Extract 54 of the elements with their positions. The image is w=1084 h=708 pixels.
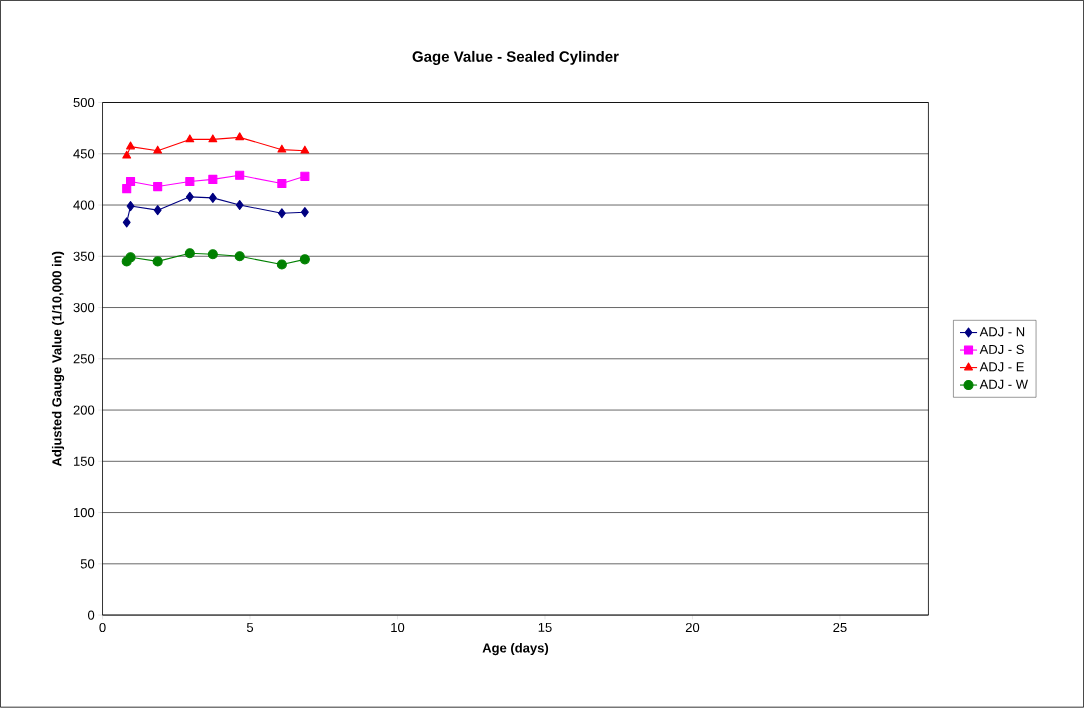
x-axis-title: Age (days) bbox=[482, 643, 549, 656]
x-tick-label: 0 bbox=[99, 623, 106, 633]
y-tick-label: 450 bbox=[73, 149, 95, 159]
point bbox=[235, 132, 245, 141]
legend-label: ADJ - E bbox=[979, 362, 1024, 372]
legend-label: ADJ - S bbox=[979, 344, 1024, 355]
point bbox=[126, 201, 135, 212]
point bbox=[300, 207, 309, 218]
x-tick-label: 15 bbox=[538, 623, 552, 633]
y-tick-label: 400 bbox=[73, 200, 95, 210]
point bbox=[185, 191, 194, 203]
point bbox=[208, 175, 218, 185]
x-tick-label: 10 bbox=[391, 623, 405, 633]
point bbox=[122, 150, 132, 159]
point bbox=[235, 170, 245, 181]
point bbox=[153, 145, 163, 154]
point bbox=[208, 134, 218, 143]
y-tick-label: 350 bbox=[73, 251, 95, 262]
y-tick-label: 250 bbox=[73, 354, 95, 364]
point bbox=[300, 171, 310, 182]
y-tick-label: 50 bbox=[80, 559, 95, 569]
point bbox=[277, 208, 286, 219]
point bbox=[185, 177, 195, 187]
y-tick-label: 100 bbox=[73, 508, 95, 518]
point bbox=[277, 144, 287, 153]
point bbox=[153, 205, 162, 216]
legend-label: ADJ - W bbox=[979, 380, 1028, 390]
y-tick-label: 500 bbox=[73, 98, 95, 108]
point bbox=[152, 256, 163, 267]
x-tick-label: 20 bbox=[685, 623, 700, 633]
point bbox=[153, 182, 163, 192]
point bbox=[299, 254, 310, 265]
point bbox=[235, 200, 244, 211]
y-tick-label: 200 bbox=[73, 405, 95, 415]
point bbox=[234, 251, 245, 262]
y-tick-label: 0 bbox=[87, 610, 95, 620]
point bbox=[184, 248, 195, 259]
point bbox=[208, 193, 217, 204]
point bbox=[125, 252, 136, 263]
point bbox=[207, 249, 218, 260]
x-tick-label: 5 bbox=[246, 623, 254, 633]
y-tick-label: 150 bbox=[73, 456, 95, 467]
point bbox=[300, 145, 310, 154]
point bbox=[125, 177, 136, 187]
point bbox=[277, 179, 287, 189]
point bbox=[276, 259, 287, 270]
legend-label: ADJ - N bbox=[979, 327, 1025, 337]
point bbox=[122, 217, 131, 228]
x-tick-label: 25 bbox=[833, 623, 847, 633]
y-tick-label: 300 bbox=[73, 303, 95, 313]
y-axis-title: Adjusted Gauge Value (1/10,000 in) bbox=[51, 251, 65, 467]
point bbox=[185, 134, 195, 143]
chart-title: Gage Value - Sealed Cylinder bbox=[412, 51, 619, 66]
point bbox=[126, 141, 135, 150]
